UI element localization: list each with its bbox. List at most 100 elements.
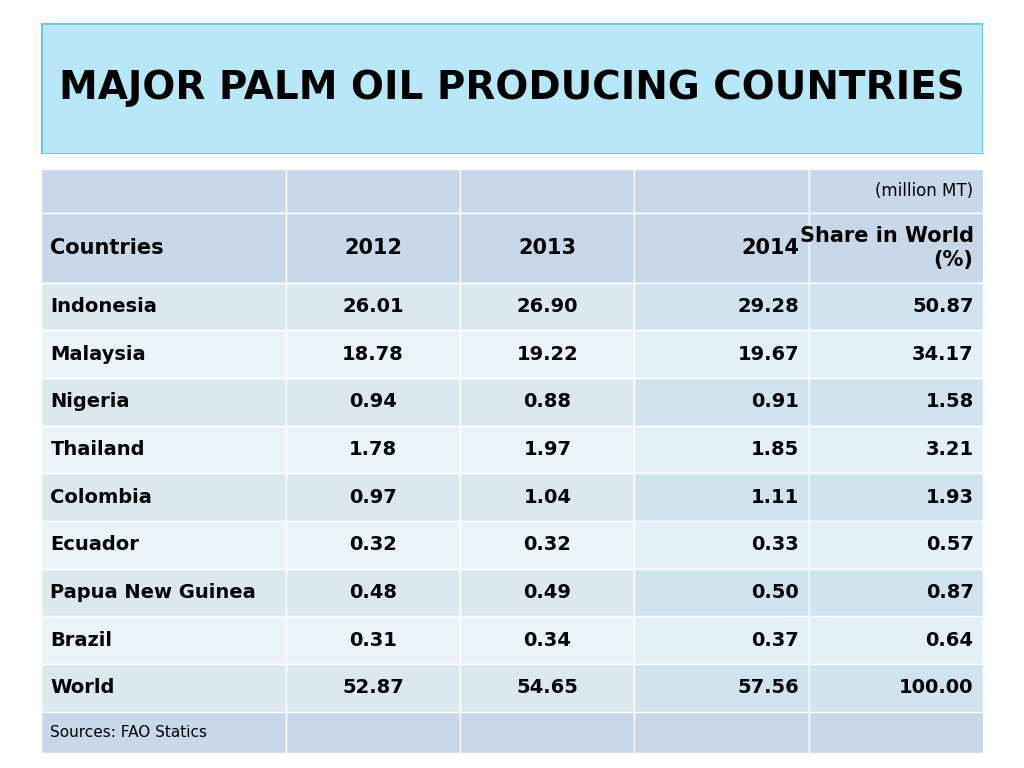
Bar (809, 425, 983, 473)
Text: 0.50: 0.50 (752, 583, 800, 602)
Text: 2012: 2012 (344, 238, 402, 258)
Bar (286, 473, 460, 521)
Bar (809, 521, 983, 568)
Bar (41, 521, 286, 568)
Text: 100.00: 100.00 (899, 678, 974, 697)
Text: 50.87: 50.87 (912, 297, 974, 316)
Bar (635, 664, 809, 712)
Bar (635, 378, 809, 425)
Text: 0.87: 0.87 (926, 583, 974, 602)
Bar (635, 214, 809, 283)
Text: 0.49: 0.49 (523, 583, 571, 602)
Text: 1.04: 1.04 (523, 488, 571, 507)
Text: 3.21: 3.21 (926, 440, 974, 459)
Bar (41, 473, 286, 521)
Text: 0.88: 0.88 (523, 392, 571, 412)
Bar (809, 664, 983, 712)
Bar (41, 214, 286, 283)
Bar (286, 283, 460, 330)
Bar (286, 378, 460, 425)
Bar (460, 473, 635, 521)
Text: Indonesia: Indonesia (50, 297, 158, 316)
Bar (809, 283, 983, 330)
Bar (635, 169, 809, 214)
Bar (460, 378, 635, 425)
Bar (286, 664, 460, 712)
Text: 1.11: 1.11 (751, 488, 800, 507)
Text: 1.93: 1.93 (926, 488, 974, 507)
Bar (809, 616, 983, 664)
Text: Malaysia: Malaysia (50, 345, 146, 364)
Bar (286, 214, 460, 283)
Text: 26.01: 26.01 (342, 297, 403, 316)
Text: 1.85: 1.85 (751, 440, 800, 459)
Text: 0.37: 0.37 (752, 631, 800, 650)
Bar (809, 330, 983, 378)
Text: 54.65: 54.65 (516, 678, 579, 697)
Bar (460, 330, 635, 378)
Bar (286, 568, 460, 616)
Bar (809, 378, 983, 425)
Bar (286, 616, 460, 664)
Bar (460, 712, 635, 753)
Bar (286, 521, 460, 568)
Bar (286, 712, 460, 753)
Text: 34.17: 34.17 (912, 345, 974, 364)
Bar (286, 169, 460, 214)
Text: 29.28: 29.28 (737, 297, 800, 316)
Text: 1.78: 1.78 (349, 440, 397, 459)
Bar (41, 616, 286, 664)
Text: 1.58: 1.58 (926, 392, 974, 412)
Bar (41, 425, 286, 473)
Bar (635, 521, 809, 568)
Text: 0.31: 0.31 (349, 631, 397, 650)
Bar (635, 712, 809, 753)
Text: Sources: FAO Statics: Sources: FAO Statics (50, 725, 208, 740)
Bar (41, 378, 286, 425)
Bar (460, 425, 635, 473)
Text: World: World (50, 678, 115, 697)
Text: 52.87: 52.87 (342, 678, 403, 697)
Text: 0.32: 0.32 (523, 535, 571, 554)
Bar (809, 169, 983, 214)
Text: 57.56: 57.56 (737, 678, 800, 697)
Bar (635, 616, 809, 664)
Text: 0.57: 0.57 (926, 535, 974, 554)
Bar (460, 568, 635, 616)
Bar (460, 283, 635, 330)
Bar (41, 568, 286, 616)
Text: Ecuador: Ecuador (50, 535, 139, 554)
Text: Share in World
(%): Share in World (%) (800, 227, 974, 270)
Bar (286, 425, 460, 473)
Bar (809, 473, 983, 521)
Text: 19.67: 19.67 (737, 345, 800, 364)
Bar (41, 169, 286, 214)
Text: 2013: 2013 (518, 238, 577, 258)
Bar (460, 664, 635, 712)
Bar (41, 664, 286, 712)
Text: Countries: Countries (50, 238, 164, 258)
Text: 0.94: 0.94 (349, 392, 397, 412)
Text: 0.64: 0.64 (926, 631, 974, 650)
Text: 0.97: 0.97 (349, 488, 397, 507)
Bar (809, 712, 983, 753)
Text: 18.78: 18.78 (342, 345, 403, 364)
Bar (635, 283, 809, 330)
Text: 0.48: 0.48 (349, 583, 397, 602)
Text: Colombia: Colombia (50, 488, 153, 507)
Text: Brazil: Brazil (50, 631, 113, 650)
Text: 0.34: 0.34 (523, 631, 571, 650)
Bar (809, 214, 983, 283)
Text: 0.91: 0.91 (752, 392, 800, 412)
Bar (460, 169, 635, 214)
Bar (41, 712, 286, 753)
Text: Nigeria: Nigeria (50, 392, 130, 412)
Text: 19.22: 19.22 (516, 345, 579, 364)
Bar (286, 330, 460, 378)
Text: MAJOR PALM OIL PRODUCING COUNTRIES: MAJOR PALM OIL PRODUCING COUNTRIES (59, 69, 965, 108)
Bar (809, 568, 983, 616)
Text: 1.97: 1.97 (523, 440, 571, 459)
Text: 0.32: 0.32 (349, 535, 397, 554)
Text: 0.33: 0.33 (752, 535, 800, 554)
Bar (41, 330, 286, 378)
